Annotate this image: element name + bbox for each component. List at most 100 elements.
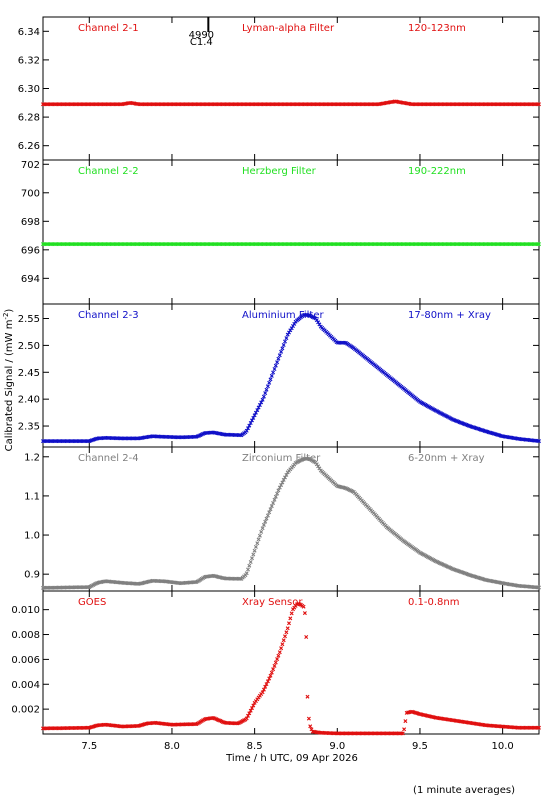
data-point [255,541,260,546]
data-point [279,483,284,487]
data-point [193,722,198,727]
data-point [248,421,253,425]
data-point [269,373,274,378]
x-tick-label: 9.5 [412,741,428,752]
data-point [281,343,286,347]
data-point [250,418,254,423]
panel-frame [42,16,540,161]
data-point [277,485,282,490]
flare-class-label: C1.4 [190,37,213,48]
data-point [247,563,252,568]
data-point [246,567,250,572]
y-tick-label: 6.34 [18,27,40,38]
data-point [268,377,273,382]
y-tick-label: 0.002 [11,705,40,716]
data-point [306,716,311,721]
data-point [261,522,266,527]
data-point [263,391,268,396]
x-tick-label: 8.5 [247,741,263,752]
data-point [287,621,291,626]
data-point [535,102,540,107]
data-point [263,684,268,689]
data-point [256,537,261,542]
data-point [269,504,274,509]
y-tick-label: 6.30 [18,84,40,95]
data-point [251,703,256,708]
data-point [291,324,295,328]
data-point [317,322,322,327]
panel-frame [42,303,540,448]
panel-channel-label: Channel 2-2 [78,166,139,177]
panel-5: 0.002 0.004 0.006 0.008 0.010 GOES Xray Sensor… [11,590,541,736]
y-tick-label: 2.50 [18,341,40,352]
panel-band-label: 190-222nm [408,166,466,177]
series-4 [41,456,541,590]
data-point [251,552,256,557]
data-point [273,363,278,368]
data-point [271,501,276,505]
data-point [280,642,285,647]
y-tick-label: 2.45 [18,368,40,379]
data-point [263,519,268,524]
data-point [537,585,541,590]
y-tick-label: 1.2 [24,452,40,463]
data-point [265,384,270,389]
y-tick-label: 6.28 [18,113,40,124]
panel-band-label: 17-80nm + Xray [408,310,491,321]
data-point [246,713,250,718]
x-tick-label: 8.0 [164,741,180,752]
y-tick-label: 700 [21,188,40,199]
data-point [193,434,198,439]
y-tick-label: 2.40 [18,395,40,406]
data-point [279,646,284,651]
data-point [285,626,290,631]
y-axis-label: Calibrated Signal / (mW m-2) [2,309,15,452]
data-point [284,336,289,341]
data-point [283,339,287,344]
data-point [251,415,256,420]
data-point [308,724,313,729]
panel-3: 2.35 2.40 2.45 2.50 2.55 Channel 2-3 Aluminium… [18,303,541,448]
data-point [289,326,294,331]
y-tick-label: 698 [21,217,40,228]
data-point [275,360,280,365]
data-point [535,242,540,247]
data-point [314,318,319,323]
data-point [264,387,269,392]
series-5 [41,601,541,736]
data-point [279,349,284,354]
flare-id-label: 4990 [189,30,214,41]
data-point [400,731,405,736]
panel-channel-label: Channel 2-3 [78,310,139,321]
panel-frame [42,159,540,305]
data-point [260,690,265,695]
data-point [402,727,407,732]
series-2 [41,242,541,247]
data-point [259,400,264,405]
panel-2: 694 696 698 700 702 Channel 2-2 Herzberg Filte… [21,159,541,305]
y-tick-label: 1.0 [24,531,40,542]
x-axis-label: Time / h UTC, 09 Apr 2026 [225,753,358,764]
data-point [284,630,289,635]
data-point [281,477,286,482]
data-point [537,439,541,444]
data-point [316,464,321,469]
y-tick-label: 702 [21,160,40,171]
y-tick-label: 0.9 [24,570,40,581]
x-tick-label: 9.0 [329,741,345,752]
data-point [257,403,262,407]
panel-channel-label: Channel 2-4 [78,453,139,464]
data-point [244,716,249,721]
data-point [302,611,307,616]
data-point [267,380,272,385]
data-point [257,533,262,538]
data-point [305,694,310,699]
panel-band-label: 120-123nm [408,23,466,34]
x-axis: 7.5 8.0 8.5 9.0 9.5 10.0 [81,741,513,752]
y-tick-label: 1.1 [24,491,40,502]
data-point [264,682,269,687]
y-tick-label: 2.35 [18,422,40,433]
data-point [244,428,249,433]
data-point [537,725,541,730]
